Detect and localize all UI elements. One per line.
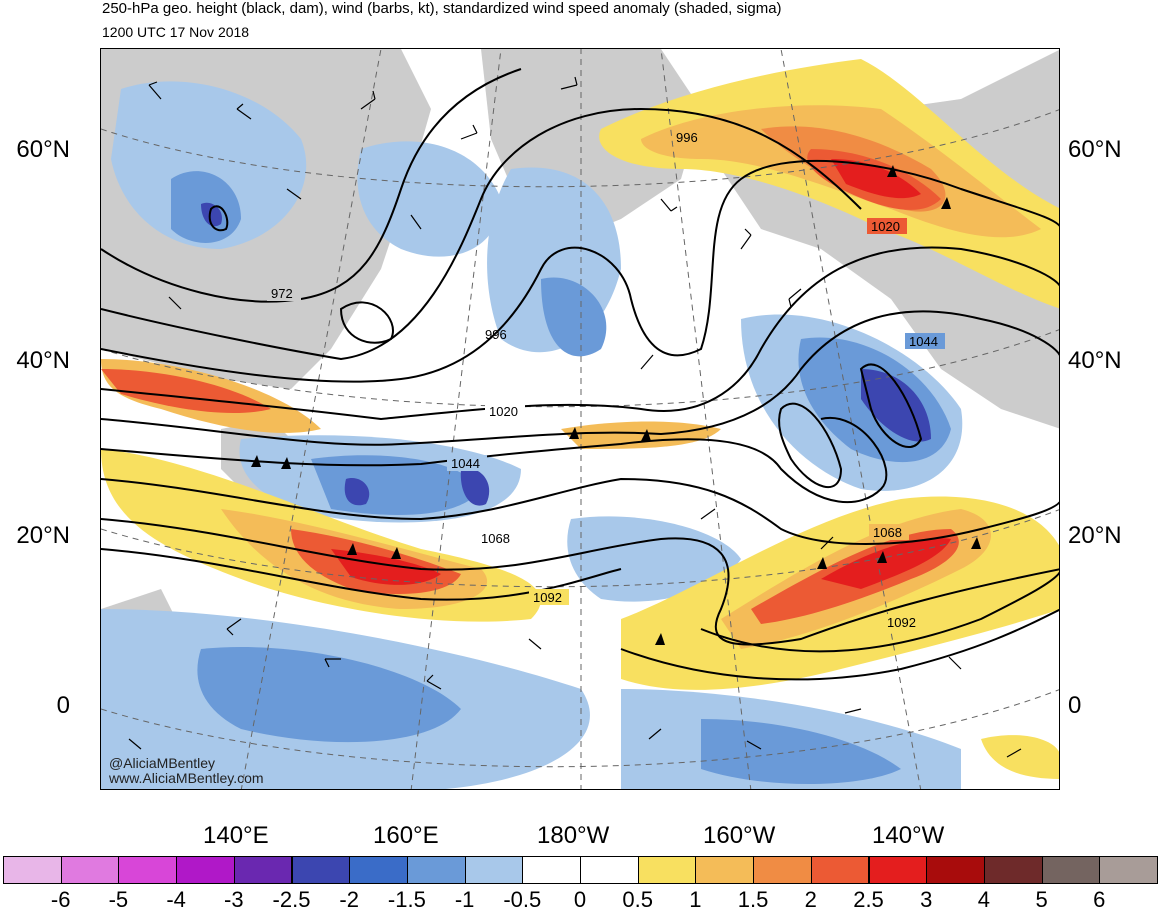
colorbar-label: 0: [573, 887, 587, 912]
colorbar-swatch: [60, 856, 120, 884]
lat-label-20n-right: 20°N: [1068, 522, 1122, 549]
jet-barbs: [251, 165, 981, 645]
lon-label-160w: 160°W: [703, 822, 776, 849]
colorbar-label: 6: [1093, 887, 1106, 912]
colorbar-label: 1: [689, 887, 702, 912]
colorbar-swatch: [580, 856, 639, 884]
lat-label-20n-left: 20°N: [16, 522, 70, 549]
colorbar-label: 3: [920, 887, 933, 912]
lat-label-40n-right: 40°N: [1068, 347, 1122, 374]
colorbar-label: -1: [454, 887, 475, 912]
colorbar-swatch: [868, 856, 928, 884]
valid-time: 1200 UTC 17 Nov 2018: [102, 24, 250, 40]
colorbar-swatch: [810, 856, 870, 884]
colorbar-label: -0.5: [503, 887, 542, 912]
contour-label: 996: [676, 130, 698, 145]
colorbar-label: -6: [50, 887, 71, 912]
credit-website: www.AliciaMBentley.com: [109, 770, 264, 786]
lon-label-160e: 160°E: [373, 822, 439, 849]
contour-labels: 996 1020 972 996 1020 1044 1044 1068 106…: [267, 129, 945, 630]
colorbar-label: -4: [166, 887, 186, 912]
credit-handle: @AliciaMBentley: [109, 755, 216, 771]
lon-label-140e: 140°E: [203, 822, 269, 849]
colorbar-swatch: [522, 856, 581, 884]
contour-label: 1044: [909, 334, 938, 349]
lat-label-0-right: 0: [1068, 692, 1082, 719]
colorbar-label: 1.5: [737, 887, 769, 912]
colorbar-swatch: [1099, 856, 1158, 884]
colorbar-label: -5: [108, 887, 129, 912]
colorbar-swatch: [349, 856, 408, 884]
lon-label-140w: 140°W: [872, 822, 945, 849]
colorbar-swatch: [406, 856, 466, 884]
colorbar-swatch: [983, 856, 1043, 884]
lat-label-60n-left: 60°N: [16, 136, 70, 163]
colorbar-label: -3: [224, 887, 244, 912]
contour-label: 1092: [887, 615, 916, 630]
colorbar-swatch: [3, 856, 62, 884]
map-canvas: 996 1020 972 996 1020 1044 1044 1068 106…: [101, 49, 1059, 789]
colorbar-swatch: [753, 856, 812, 884]
contour-label: 1092: [533, 590, 562, 605]
lat-label-0-left: 0: [56, 692, 70, 719]
colorbar-label: 2: [804, 887, 817, 912]
colorbar-swatch: [233, 856, 293, 884]
colorbar-label: 2.5: [853, 887, 884, 912]
colorbar-label: -2: [339, 887, 359, 912]
colorbar-swatch: [926, 856, 985, 884]
wind-barbs: [128, 76, 1022, 758]
lon-label-180w: 180°W: [537, 822, 610, 849]
height-contours: [101, 68, 1059, 681]
graticule: [101, 49, 1059, 789]
colorbar-label: -1.5: [387, 887, 426, 912]
contour-label: 1068: [873, 525, 902, 540]
contour-label: 1068: [481, 531, 510, 546]
colorbar-swatch: [291, 856, 351, 884]
colorbar-swatch: [1041, 856, 1101, 884]
positive-anomaly-shading: [101, 59, 1059, 779]
map-title: 250-hPa geo. height (black, dam), wind (…: [102, 0, 782, 17]
lat-label-60n-right: 60°N: [1068, 136, 1122, 163]
map-panel: 996 1020 972 996 1020 1044 1044 1068 106…: [100, 48, 1060, 790]
lat-label-40n-left: 40°N: [16, 347, 70, 374]
colorbar-swatch: [464, 856, 524, 884]
colorbar-swatch: [176, 856, 235, 884]
contour-label: 1020: [489, 404, 518, 419]
colorbar-swatch: [118, 856, 178, 884]
contour-label: 996: [485, 327, 507, 342]
colorbar-label: 0.5: [622, 887, 653, 912]
contour-label: 1020: [871, 219, 900, 234]
contour-label: 972: [271, 286, 293, 301]
colorbar-label: 4: [977, 887, 991, 912]
contour-label: 1044: [451, 456, 480, 471]
colorbar-swatch: [695, 856, 755, 884]
colorbar-label: -2.5: [272, 887, 311, 912]
colorbar-swatch: [637, 856, 697, 884]
colorbar-label: 5: [1035, 887, 1048, 912]
